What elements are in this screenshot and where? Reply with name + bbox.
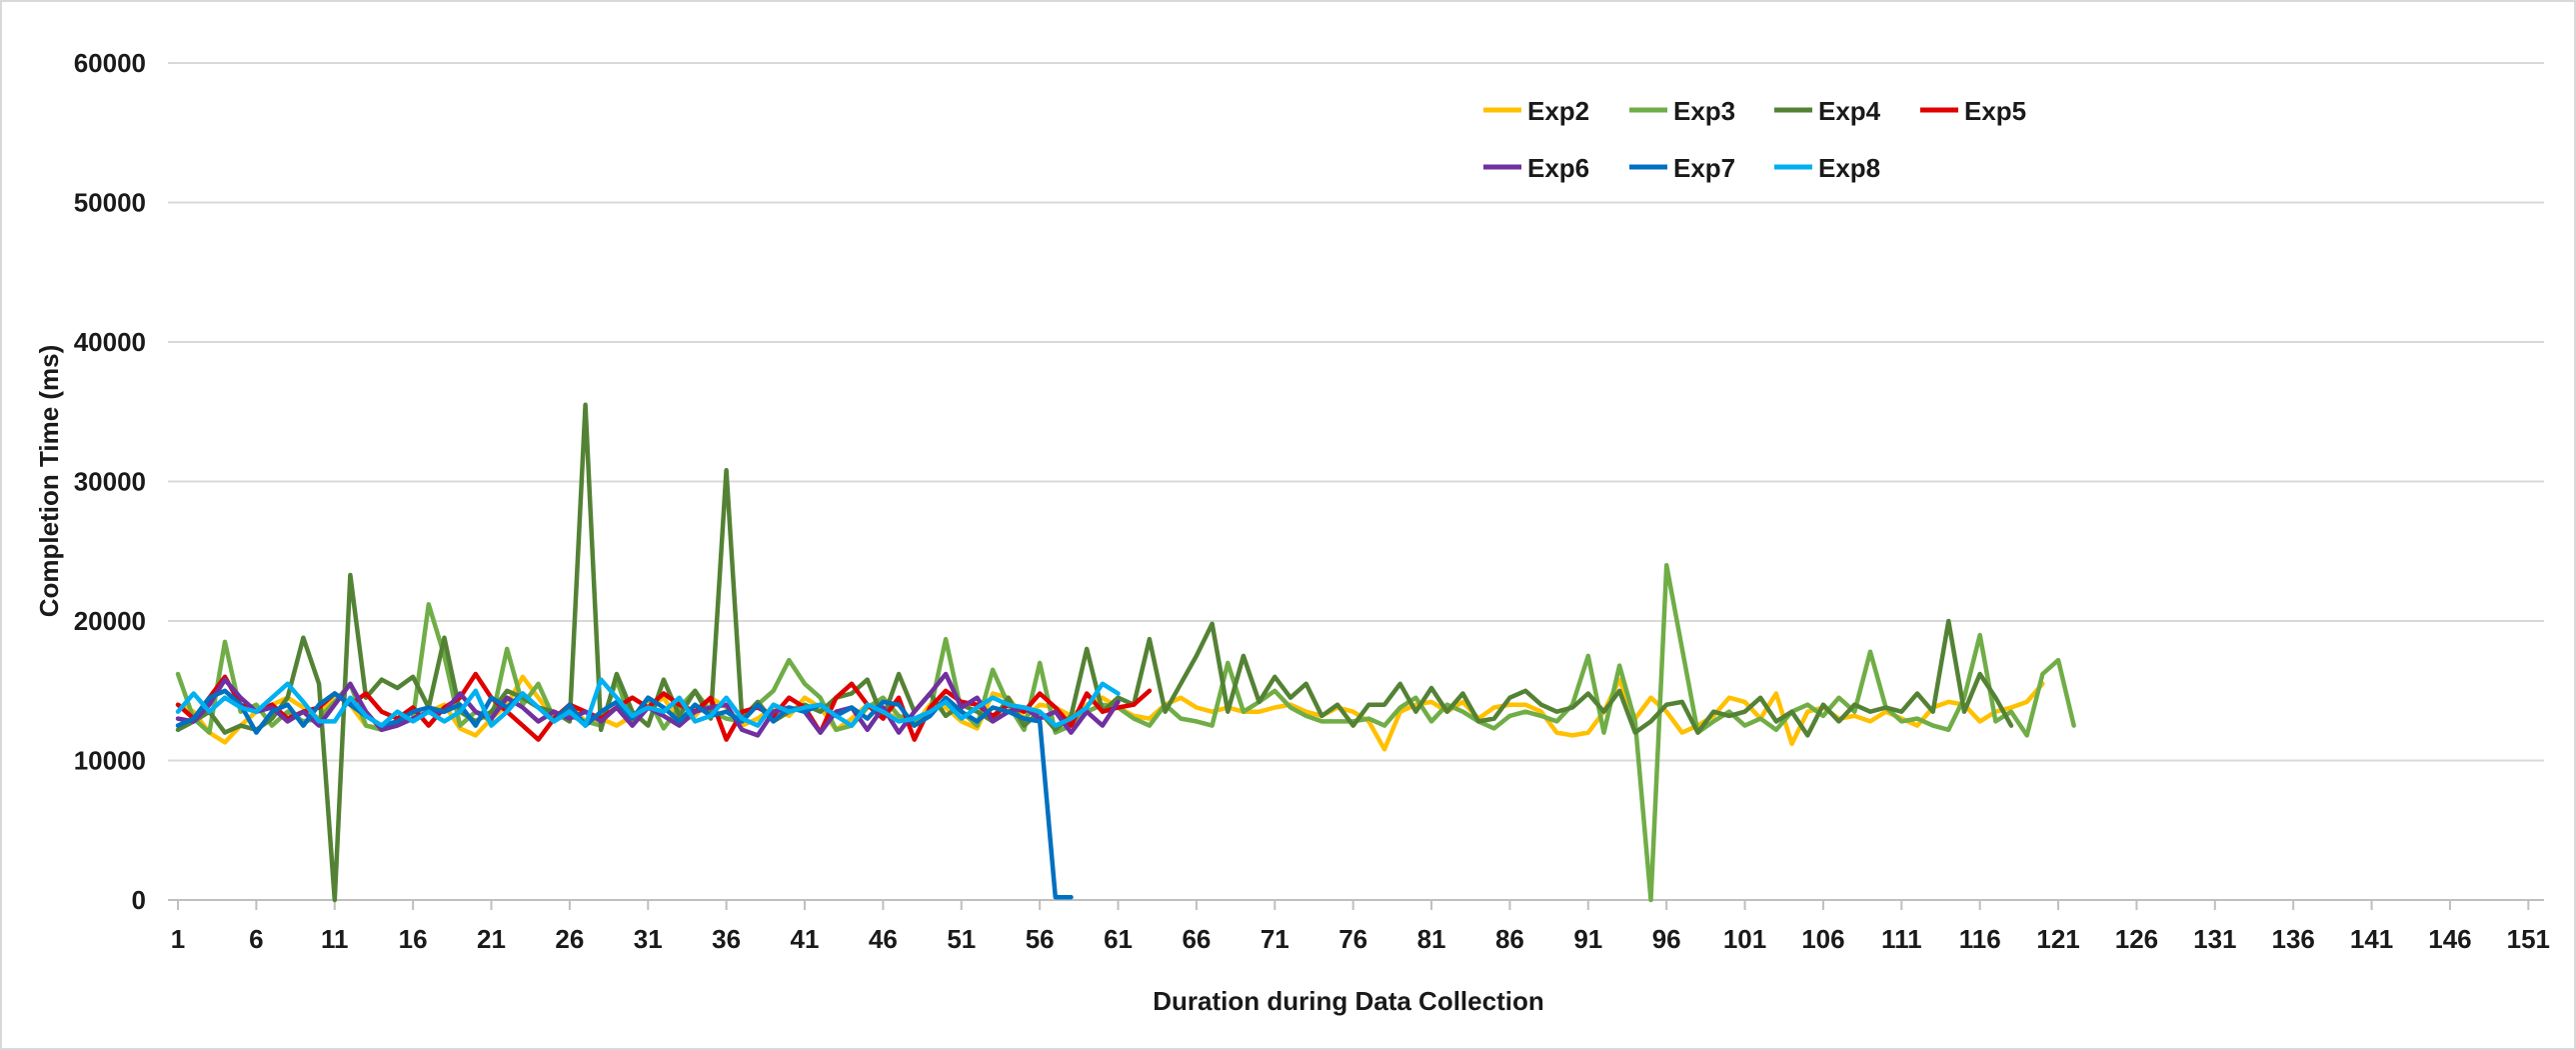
x-tick-label: 91: [1573, 924, 1602, 954]
legend-label-exp6: Exp6: [1527, 153, 1589, 183]
legend-label-exp2: Exp2: [1527, 96, 1589, 126]
x-tick-label: 26: [555, 924, 584, 954]
x-tick-label: 36: [712, 924, 741, 954]
legend-label-exp7: Exp7: [1673, 153, 1735, 183]
y-tick-label: 20000: [74, 606, 146, 636]
x-tick-label: 46: [869, 924, 898, 954]
x-tick-label: 96: [1652, 924, 1681, 954]
legend-label-exp8: Exp8: [1818, 153, 1880, 183]
x-tick-label: 151: [2507, 924, 2550, 954]
legend-label-exp5: Exp5: [1964, 96, 2026, 126]
y-tick-label: 40000: [74, 327, 146, 357]
x-tick-label: 41: [791, 924, 820, 954]
x-tick-label: 56: [1026, 924, 1055, 954]
x-tick-label: 116: [1959, 924, 2001, 954]
x-tick-label: 6: [249, 924, 263, 954]
legend: Exp2 Exp3 Exp4 Exp5 Exp6 Exp7 Exp8: [1483, 96, 2026, 183]
x-tick-label: 76: [1338, 924, 1367, 954]
x-tick-label: 21: [477, 924, 506, 954]
x-tick-label: 146: [2428, 924, 2471, 954]
series-lines: [175, 402, 2076, 903]
series-line-exp7: [175, 688, 1074, 900]
y-tick-label: 0: [132, 885, 146, 915]
legend-label-exp3: Exp3: [1673, 96, 1735, 126]
y-axis-title: Completion Time (ms): [34, 345, 64, 618]
x-tick-label: 16: [399, 924, 428, 954]
y-tick-label: 60000: [74, 48, 146, 78]
x-tick-label: 86: [1495, 924, 1524, 954]
x-tick-label: 121: [2036, 924, 2079, 954]
x-tick-label: 51: [947, 924, 976, 954]
y-tick-label: 50000: [74, 188, 146, 218]
y-tick-label: 10000: [74, 746, 146, 776]
x-tick-label: 141: [2350, 924, 2393, 954]
x-tick-label: 71: [1261, 924, 1289, 954]
x-axis-title: Duration during Data Collection: [1153, 986, 1543, 1016]
legend-label-exp4: Exp4: [1818, 96, 1881, 126]
x-tick-label: 66: [1182, 924, 1211, 954]
gridlines: [168, 62, 2544, 901]
x-tick-label: 81: [1417, 924, 1446, 954]
x-tick-label: 106: [1801, 924, 1844, 954]
y-tick-label: 30000: [74, 467, 146, 497]
x-tick-label: 11: [321, 924, 349, 954]
x-tick-label: 31: [634, 924, 663, 954]
x-tick-label: 1: [171, 924, 185, 954]
x-tick-label: 136: [2271, 924, 2314, 954]
x-tick-label: 61: [1104, 924, 1133, 954]
x-tick-label: 126: [2115, 924, 2158, 954]
x-tick-label: 131: [2193, 924, 2236, 954]
series-line-exp8: [175, 677, 1121, 728]
x-tick-label: 111: [1881, 924, 1922, 954]
x-tick-label: 101: [1723, 924, 1766, 954]
